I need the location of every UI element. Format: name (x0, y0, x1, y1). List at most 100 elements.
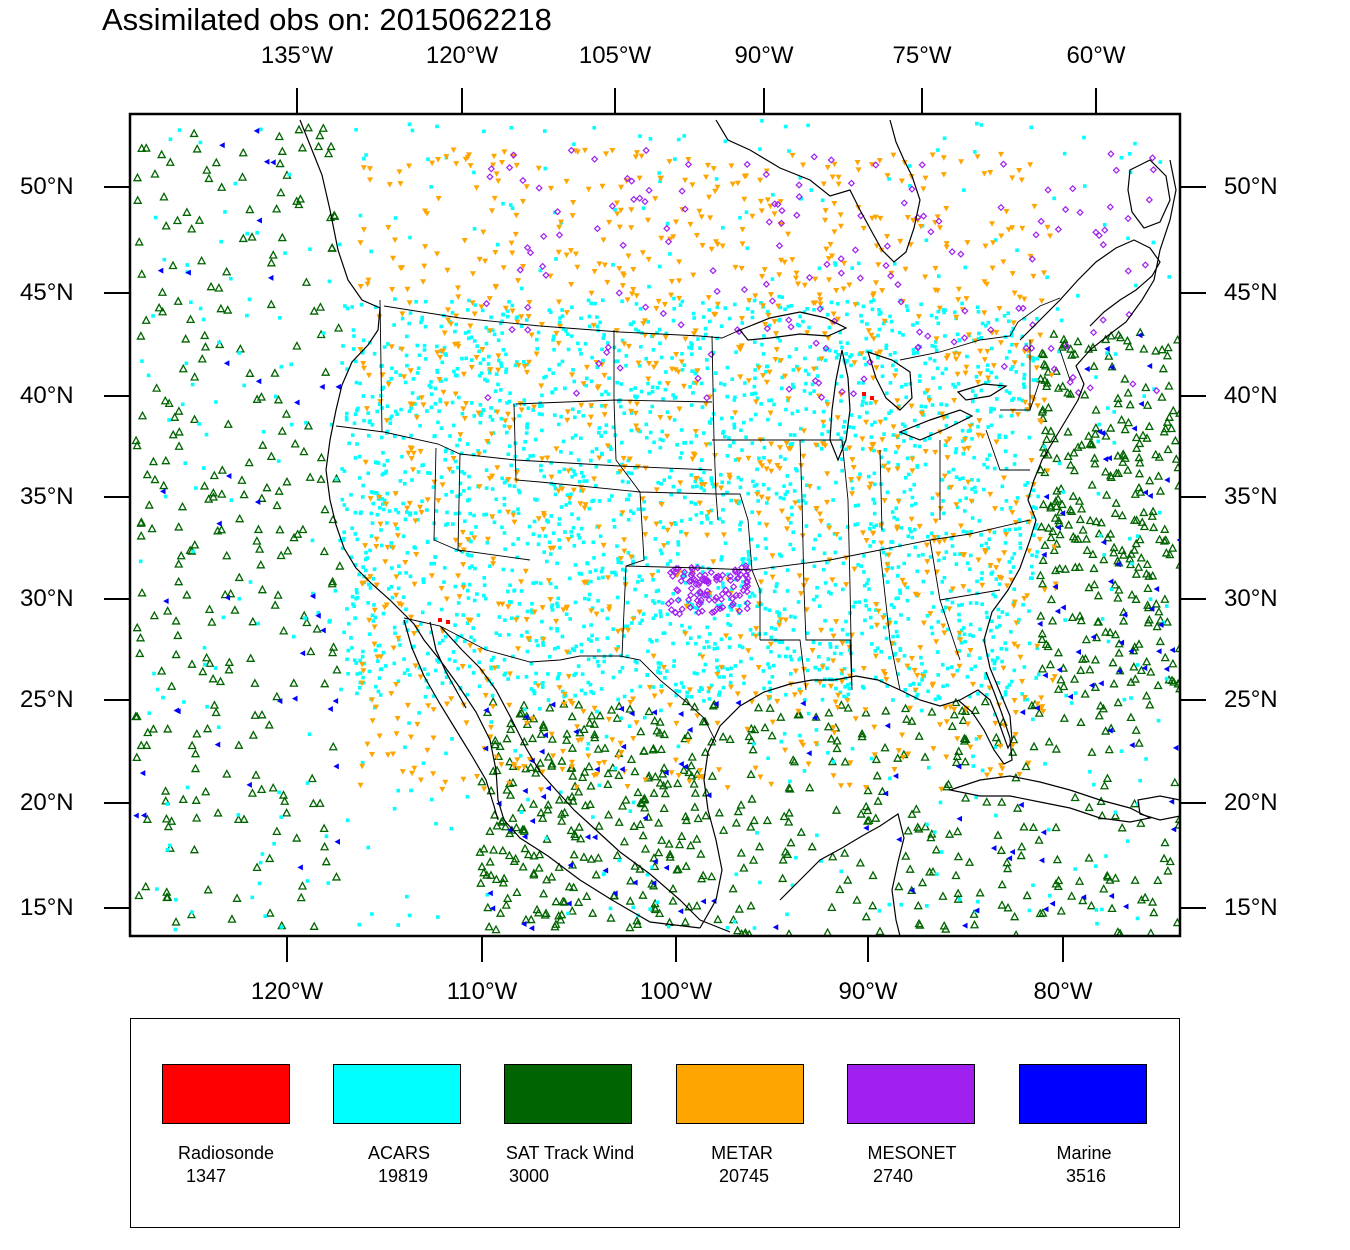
acars-marker (361, 649, 365, 654)
acars-marker (357, 685, 362, 690)
acars-marker (389, 376, 394, 381)
acars-marker (579, 352, 583, 356)
metar-marker (855, 476, 862, 482)
metar-marker (905, 751, 912, 757)
acars-marker (677, 597, 682, 602)
metar-marker (828, 253, 835, 259)
sat-track-wind-marker (174, 406, 184, 415)
metar-marker (363, 406, 370, 412)
acars-marker (617, 348, 621, 353)
acars-marker (890, 510, 895, 514)
acars-marker (404, 353, 409, 358)
acars-marker (462, 639, 467, 644)
acars-marker (932, 830, 937, 834)
acars-marker (305, 879, 310, 883)
sat-track-wind-marker (1078, 654, 1088, 663)
acars-marker (661, 397, 665, 401)
sat-track-wind-marker (1057, 499, 1067, 509)
acars-marker (578, 463, 583, 467)
acars-marker (698, 346, 702, 350)
sat-track-wind-marker (222, 769, 232, 778)
metar-marker (875, 262, 882, 268)
metar-marker (502, 305, 509, 312)
metar-marker (445, 317, 452, 323)
acars-marker (557, 362, 561, 367)
sat-track-wind-marker (257, 784, 267, 794)
metar-marker (707, 394, 714, 400)
acars-marker (366, 471, 371, 476)
acars-marker (853, 504, 858, 508)
sat-track-wind-marker (1081, 534, 1091, 543)
metar-marker (412, 518, 419, 525)
acars-marker (725, 365, 730, 370)
acars-marker (821, 567, 826, 572)
acars-marker (1028, 576, 1033, 580)
metar-marker (916, 524, 923, 530)
acars-marker (763, 631, 768, 636)
metar-marker (1009, 225, 1016, 231)
acars-marker (557, 517, 562, 521)
acars-marker (533, 681, 538, 685)
acars-marker (161, 695, 165, 700)
right-tick-label: 50°N (1224, 173, 1278, 200)
acars-marker (358, 213, 363, 218)
acars-marker (389, 541, 394, 545)
acars-marker (536, 330, 541, 335)
acars-marker (718, 381, 723, 386)
metar-marker (535, 516, 542, 522)
sat-track-wind-marker (1063, 427, 1073, 436)
acars-marker (496, 665, 500, 669)
acars-marker (869, 299, 873, 304)
acars-marker (674, 688, 679, 693)
metar-marker (851, 360, 858, 366)
acars-marker (552, 210, 557, 215)
acars-marker (723, 139, 728, 144)
metar-marker (830, 658, 837, 664)
metar-marker (602, 403, 609, 410)
metar-marker (943, 439, 950, 445)
acars-marker (669, 468, 674, 473)
acars-marker (689, 473, 693, 477)
acars-marker (1133, 283, 1138, 288)
acars-marker (721, 585, 725, 589)
metar-marker (529, 716, 536, 722)
acars-marker (426, 672, 430, 677)
acars-marker (385, 491, 390, 496)
acars-marker (866, 578, 871, 582)
acars-marker (530, 610, 534, 615)
metar-marker (817, 301, 824, 308)
acars-marker (757, 456, 761, 461)
acars-marker (990, 346, 994, 351)
acars-marker (658, 179, 662, 184)
sat-track-wind-marker (855, 858, 865, 867)
metar-marker (908, 173, 915, 180)
acars-marker (260, 852, 265, 856)
acars-marker (484, 486, 489, 490)
acars-marker (676, 540, 680, 544)
acars-marker (349, 555, 354, 560)
acars-marker (651, 685, 656, 689)
metar-marker (880, 669, 887, 675)
sat-track-wind-marker (1158, 363, 1168, 373)
metar-marker (467, 617, 474, 624)
acars-marker (923, 391, 927, 395)
acars-marker (471, 626, 476, 630)
acars-marker (887, 177, 891, 181)
acars-marker (584, 376, 589, 381)
acars-marker (416, 517, 420, 522)
metar-marker (826, 525, 833, 531)
sat-track-wind-marker (247, 232, 257, 241)
acars-marker (1156, 718, 1161, 723)
acars-marker (944, 531, 949, 536)
acars-marker (460, 451, 464, 456)
sat-track-wind-marker (203, 884, 213, 894)
acars-marker (352, 658, 357, 663)
acars-marker (426, 651, 430, 656)
metar-marker (396, 169, 403, 175)
metar-marker (757, 774, 764, 781)
sat-track-wind-marker (551, 896, 561, 906)
acars-marker (821, 684, 826, 688)
metar-marker (769, 719, 776, 726)
sat-track-wind-marker (902, 714, 912, 723)
acars-marker (367, 582, 371, 587)
